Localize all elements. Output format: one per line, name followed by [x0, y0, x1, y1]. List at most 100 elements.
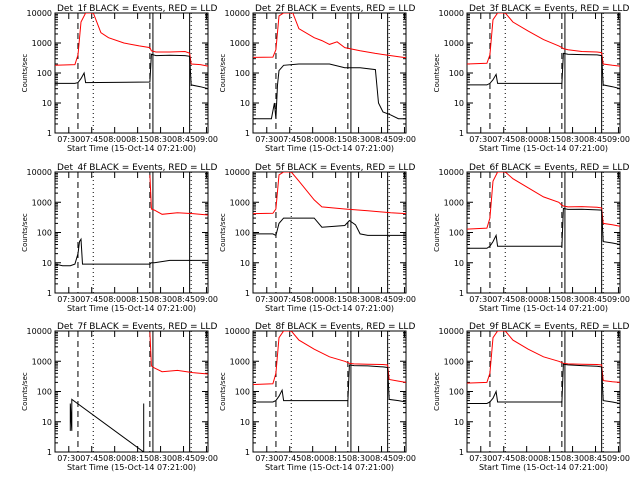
x-axis-title: Start Time (15-Oct-14 07:21:00) — [67, 304, 196, 313]
y-tick-label: 1 — [245, 289, 250, 298]
x-tick-label: 08:15 — [126, 295, 149, 304]
x-tick-label: 08:00 — [515, 454, 538, 463]
x-tick-label: 07:30 — [57, 295, 80, 304]
y-tick-label: 1 — [459, 129, 464, 138]
series-line-lld — [253, 172, 406, 215]
panel-5: Det_5f BLACK = Events, RED = LLD 1 10 100 10… — [219, 163, 416, 313]
x-tick-label: 07:30 — [469, 454, 492, 463]
y-tick-label: 1000 — [444, 357, 464, 366]
y-axis-title: Counts/sec — [433, 213, 441, 252]
x-tick-label: 07:45 — [278, 454, 301, 463]
y-axis-title: Counts/sec — [433, 54, 441, 93]
x-tick-label: 07:30 — [57, 135, 80, 144]
panel-title: Det_1f BLACK = Events, RED = LLD — [57, 4, 217, 14]
y-tick-label: 10 — [42, 418, 52, 427]
x-tick-label: 09:00 — [195, 454, 218, 463]
x-tick-label: 08:00 — [301, 295, 324, 304]
x-tick-label: 08:30 — [347, 454, 370, 463]
x-tick-label: 09:00 — [393, 454, 416, 463]
x-tick-label: 08:30 — [149, 135, 172, 144]
y-tick-label: 100 — [37, 388, 52, 397]
panel-3: Det_3f BLACK = Events, RED = LLD 1 10 100 10… — [433, 4, 630, 153]
x-axis-title: Start Time (15-Oct-14 07:21:00) — [67, 463, 196, 472]
y-tick-label: 10000 — [225, 327, 250, 336]
y-tick-label: 10000 — [27, 327, 52, 336]
x-tick-label: 08:15 — [538, 454, 561, 463]
panel-title: Det_2f BLACK = Events, RED = LLD — [255, 4, 415, 14]
x-tick-label: 09:00 — [195, 135, 218, 144]
x-tick-label: 08:15 — [324, 295, 347, 304]
y-tick-label: 100 — [449, 229, 464, 238]
y-axis-title: Counts/sec — [21, 372, 29, 411]
y-tick-label: 10000 — [439, 327, 464, 336]
y-tick-label: 1 — [459, 448, 464, 457]
x-tick-label: 08:15 — [324, 454, 347, 463]
series-line-events — [467, 363, 620, 404]
series-line-events — [467, 207, 620, 249]
y-tick-label: 1 — [459, 289, 464, 298]
y-tick-label: 1000 — [32, 198, 52, 207]
x-tick-label: 08:45 — [584, 295, 607, 304]
panel-title: Det_4f BLACK = Events, RED = LLD — [57, 163, 217, 173]
y-tick-label: 100 — [37, 69, 52, 78]
y-tick-label: 10000 — [27, 168, 52, 177]
y-axis-title: Counts/sec — [219, 213, 227, 252]
x-tick-label: 07:30 — [255, 295, 278, 304]
y-tick-label: 100 — [235, 388, 250, 397]
series-line-events — [55, 237, 208, 267]
x-tick-label: 08:15 — [324, 135, 347, 144]
y-tick-label: 1000 — [230, 198, 250, 207]
x-tick-label: 08:15 — [126, 454, 149, 463]
x-axis-title: Start Time (15-Oct-14 07:21:00) — [265, 304, 394, 313]
x-tick-label: 07:45 — [492, 295, 515, 304]
series-line-events — [253, 364, 406, 403]
x-tick-label: 08:30 — [561, 135, 584, 144]
y-tick-label: 10 — [240, 99, 250, 108]
y-axis-title: Counts/sec — [21, 54, 29, 93]
y-tick-label: 10000 — [439, 168, 464, 177]
x-axis-title: Start Time (15-Oct-14 07:21:00) — [265, 144, 394, 153]
panel-title: Det_8f BLACK = Events, RED = LLD — [255, 322, 415, 332]
y-axis-title: Counts/sec — [219, 54, 227, 93]
x-axis-title: Start Time (15-Oct-14 07:21:00) — [265, 463, 394, 472]
x-tick-label: 07:45 — [492, 454, 515, 463]
y-tick-label: 1000 — [444, 198, 464, 207]
panel-7: Det_7f BLACK = Events, RED = LLD 1 10 100 10… — [21, 322, 218, 472]
y-tick-label: 1 — [47, 129, 52, 138]
x-tick-label: 07:45 — [492, 135, 515, 144]
y-tick-label: 10 — [42, 99, 52, 108]
y-tick-label: 10000 — [439, 9, 464, 18]
y-tick-label: 10000 — [225, 168, 250, 177]
y-tick-label: 100 — [235, 229, 250, 238]
y-tick-label: 100 — [37, 229, 52, 238]
y-tick-label: 1000 — [32, 357, 52, 366]
x-axis-title: Start Time (15-Oct-14 07:21:00) — [67, 144, 196, 153]
y-tick-label: 10 — [240, 418, 250, 427]
panel-6: Det_6f BLACK = Events, RED = LLD 1 10 100 10… — [433, 163, 630, 313]
x-tick-label: 09:00 — [607, 295, 630, 304]
x-tick-label: 08:30 — [149, 454, 172, 463]
y-tick-label: 10 — [42, 259, 52, 268]
y-tick-label: 10000 — [225, 9, 250, 18]
panel-2: Det_2f BLACK = Events, RED = LLD 1 10 100 10… — [219, 4, 416, 153]
y-tick-label: 1 — [47, 448, 52, 457]
y-tick-label: 1 — [47, 289, 52, 298]
x-axis-title: Start Time (15-Oct-14 07:21:00) — [479, 463, 608, 472]
x-tick-label: 08:45 — [370, 454, 393, 463]
y-tick-label: 1 — [245, 129, 250, 138]
series-line-lld — [149, 174, 208, 216]
x-tick-label: 07:30 — [255, 135, 278, 144]
series-line-lld — [467, 331, 620, 384]
panel-4: Det_4f BLACK = Events, RED = LLD 1 10 100 10… — [21, 163, 218, 313]
x-tick-label: 08:45 — [370, 135, 393, 144]
x-tick-label: 08:00 — [515, 295, 538, 304]
x-tick-label: 08:00 — [103, 295, 126, 304]
panel-title: Det_3f BLACK = Events, RED = LLD — [469, 4, 629, 14]
panel-title: Det_5f BLACK = Events, RED = LLD — [255, 163, 415, 173]
series-line-events — [253, 63, 406, 120]
y-tick-label: 1000 — [444, 39, 464, 48]
y-tick-label: 100 — [235, 69, 250, 78]
y-tick-label: 10000 — [27, 9, 52, 18]
x-tick-label: 07:30 — [469, 135, 492, 144]
